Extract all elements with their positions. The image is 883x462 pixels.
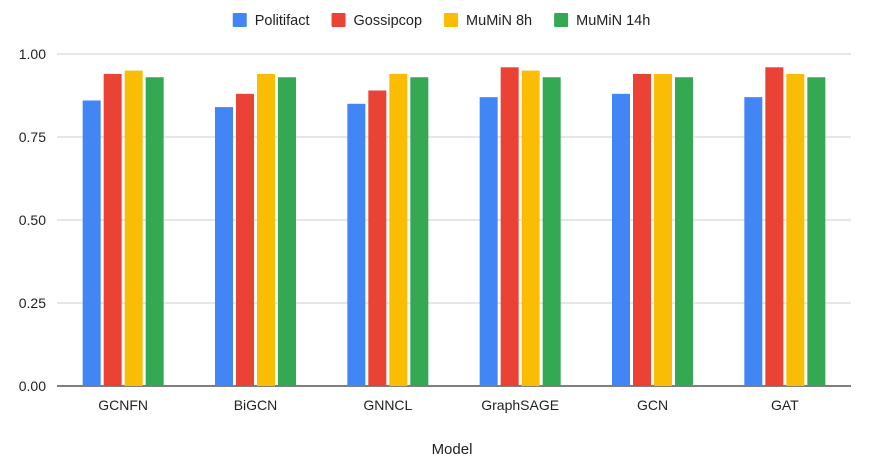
gridlines: [57, 53, 851, 387]
legend: Politifact Gossipcop MuMiN 8h MuMiN 14h: [232, 13, 650, 29]
bar-bigcn-mumin-14h: [278, 77, 296, 387]
bars: [82, 67, 826, 387]
bar-gat-mumin-8h: [786, 73, 805, 387]
legend-swatch: [444, 13, 459, 27]
x-axis-title: Model: [432, 441, 473, 458]
bar-bigcn-gossipcop: [236, 93, 254, 386]
x-tick-label: GNNCL: [363, 397, 412, 413]
y-tick-label: 0.00: [19, 378, 46, 394]
x-tick-label: GCN: [637, 397, 668, 413]
bar-gcn-mumin-8h: [654, 73, 672, 387]
x-tick-label: GCNFN: [98, 397, 148, 413]
legend-label: MuMiN 8h: [466, 13, 532, 29]
bar-gat-politifact: [744, 97, 763, 386]
bar-gnncl-gossipcop: [368, 90, 387, 387]
bar-bigcn-politifact: [215, 107, 233, 387]
bar-gnncl-politifact: [347, 103, 366, 387]
bar-gcnfn-politifact: [82, 100, 101, 386]
y-tick-label: 0.75: [19, 129, 46, 145]
bar-gat-mumin-14h: [807, 77, 826, 387]
y-tick-label: 1.00: [19, 46, 46, 62]
bar-gcn-gossipcop: [633, 73, 651, 387]
bar-gnncl-mumin-14h: [410, 77, 429, 387]
y-tick-label: 0.50: [19, 212, 46, 228]
y-axis-ticks: 0.00 0.25 0.50 0.75 1.00: [19, 46, 46, 394]
legend-swatch: [554, 13, 569, 27]
bar-gcn-mumin-14h: [675, 77, 693, 387]
bar-gcnfn-gossipcop: [103, 73, 122, 387]
bar-gat-gossipcop: [765, 67, 784, 386]
bar-graphsage-mumin-14h: [542, 77, 561, 387]
x-tick-label: BiGCN: [234, 397, 278, 413]
x-tick-label: GraphSAGE: [481, 397, 559, 413]
bar-gcn-politifact: [612, 93, 630, 386]
bar-graphsage-gossipcop: [500, 67, 519, 386]
bar-bigcn-mumin-8h: [257, 73, 275, 387]
x-tick-label: GAT: [771, 397, 799, 413]
legend-label: Politifact: [255, 13, 310, 29]
bar-gcnfn-mumin-14h: [145, 77, 164, 387]
bar-graphsage-politifact: [479, 97, 498, 386]
legend-swatch: [232, 13, 247, 27]
bar-gnncl-mumin-8h: [389, 73, 408, 387]
x-axis-ticks: GCNFN BiGCN GNNCL GraphSAGE GCN GAT: [98, 397, 799, 413]
legend-label: Gossipcop: [354, 13, 423, 29]
legend-swatch: [331, 13, 346, 27]
bar-gcnfn-mumin-8h: [124, 70, 143, 386]
bar-graphsage-mumin-8h: [521, 70, 540, 386]
legend-label: MuMiN 14h: [576, 13, 650, 29]
y-tick-label: 0.25: [19, 295, 46, 311]
